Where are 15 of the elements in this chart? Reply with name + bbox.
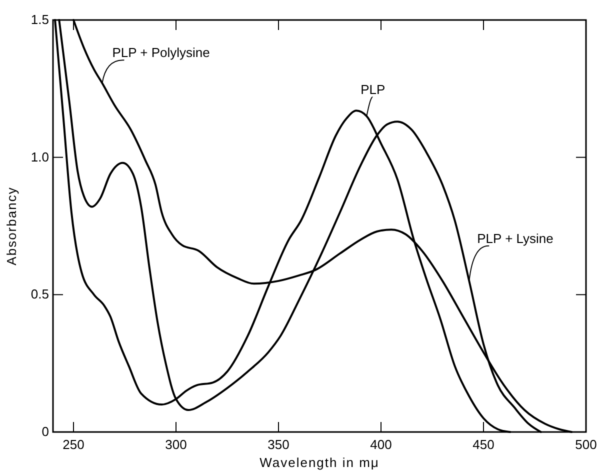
y-tick-label: 0.5 [30, 286, 49, 302]
x-tick-label: 500 [575, 437, 597, 452]
legend-label: PLP + Polylysine [112, 45, 210, 60]
series-label: PLP [360, 82, 386, 98]
x-tick-label: 300 [165, 437, 187, 452]
x-tick-label: 350 [268, 437, 290, 452]
y-tick-label: 1.0 [30, 149, 49, 164]
series-label: PLP + Lysine [477, 230, 554, 246]
x-tick-label: 250 [62, 437, 84, 452]
x-axis-title: Wavelength in mμ [260, 455, 380, 470]
y-tick-label: 0 [42, 424, 49, 439]
x-tick-label: 400 [370, 437, 392, 452]
y-tick-label: 1.5 [30, 12, 49, 27]
y-axis-title: Absorbancy [4, 186, 19, 266]
x-tick-label: 450 [472, 437, 494, 452]
